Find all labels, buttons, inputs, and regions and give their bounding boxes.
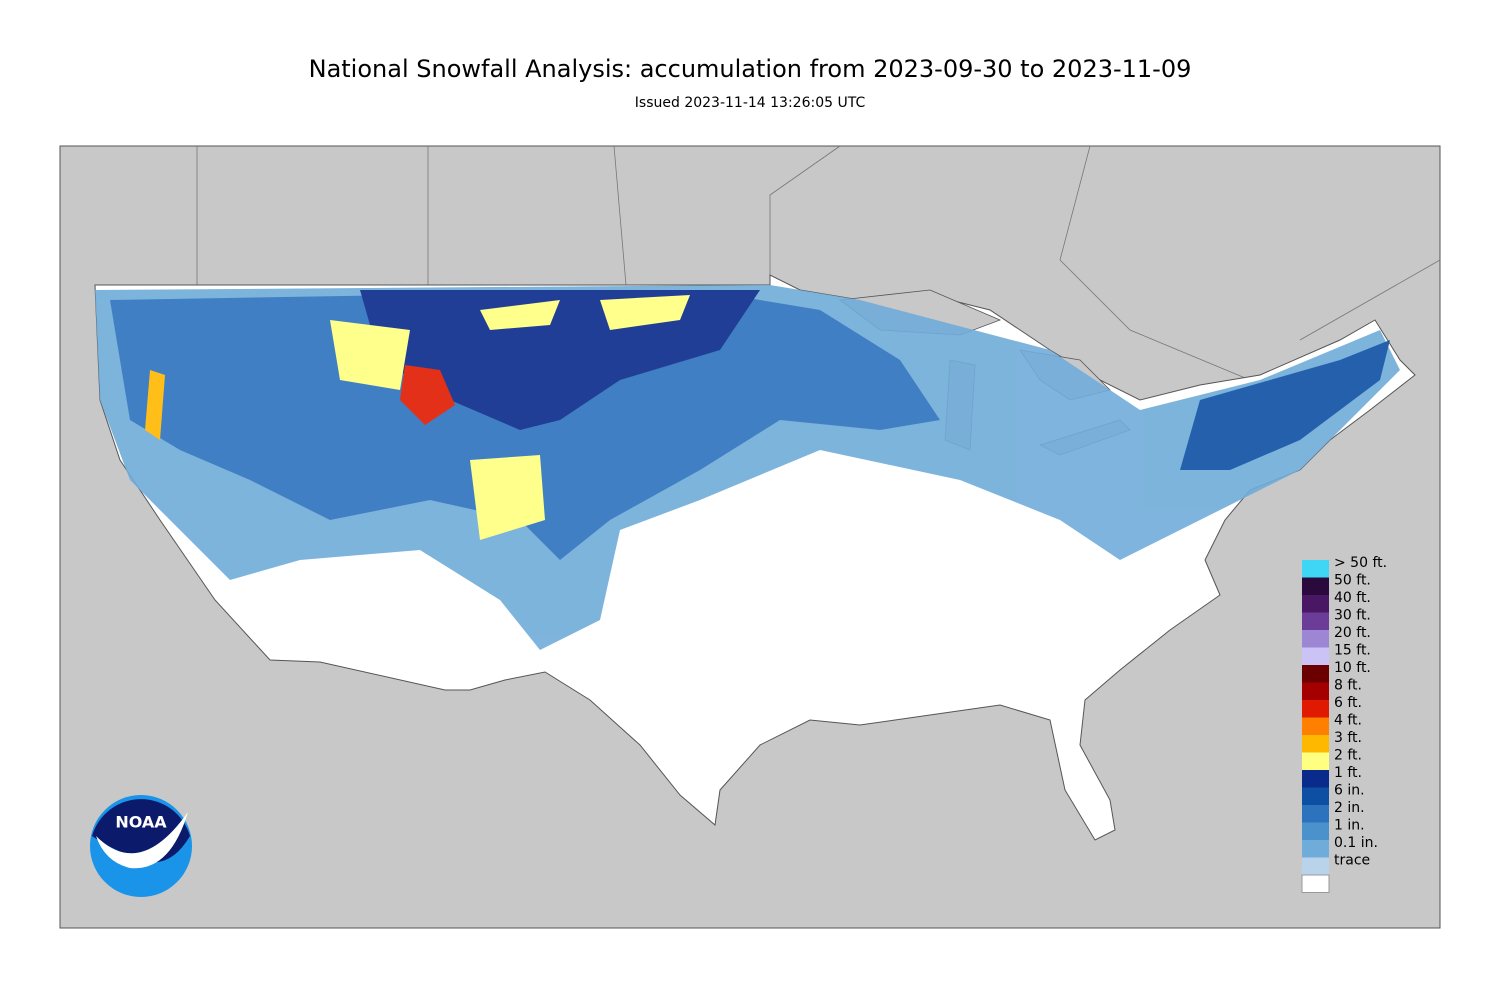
legend-label: 1 in. xyxy=(1334,818,1365,834)
legend-label: 2 in. xyxy=(1334,800,1365,816)
snow-cover xyxy=(95,285,1400,650)
legend-swatch xyxy=(1302,770,1329,788)
legend-swatch xyxy=(1302,735,1329,753)
noaa-logo: NOAA xyxy=(90,795,192,897)
legend-swatch xyxy=(1302,647,1329,665)
legend-swatch xyxy=(1302,595,1329,613)
legend-swatch xyxy=(1302,560,1329,578)
subtitle: Issued 2023-11-14 13:26:05 UTC xyxy=(635,95,866,111)
legend-swatch-trace xyxy=(1301,874,1330,893)
legend-label: trace xyxy=(1334,853,1370,869)
legend-swatch xyxy=(1302,630,1329,648)
logo-text: NOAA xyxy=(115,813,167,832)
legend-label: 3 ft. xyxy=(1334,730,1362,746)
legend-swatch xyxy=(1302,665,1329,683)
legend-label: 8 ft. xyxy=(1334,678,1362,694)
legend-label: 50 ft. xyxy=(1334,573,1371,589)
title: National Snowfall Analysis: accumulation… xyxy=(309,55,1192,83)
legend-label: 4 ft. xyxy=(1334,713,1362,729)
legend-label: 10 ft. xyxy=(1334,660,1371,676)
legend-swatch xyxy=(1302,612,1329,630)
legend-label: 15 ft. xyxy=(1334,643,1371,659)
legend-swatch xyxy=(1302,682,1329,700)
legend-label: 0.1 in. xyxy=(1334,835,1378,851)
legend-swatch xyxy=(1302,787,1329,805)
legend-label: 6 ft. xyxy=(1334,695,1362,711)
legend-swatch xyxy=(1302,700,1329,718)
legend-label: 6 in. xyxy=(1334,783,1365,799)
legend-swatch xyxy=(1302,577,1329,595)
legend-label: 30 ft. xyxy=(1334,608,1371,624)
legend-swatch xyxy=(1302,805,1329,823)
legend-label: 40 ft. xyxy=(1334,590,1371,606)
legend-label: 20 ft. xyxy=(1334,625,1371,641)
legend-swatch xyxy=(1302,822,1329,840)
legend-swatch xyxy=(1302,857,1329,875)
borders xyxy=(196,145,1441,381)
legend-swatch xyxy=(1302,717,1329,735)
legend-swatch xyxy=(1302,752,1329,770)
legend: > 50 ft. 50 ft.40 ft. 30 ft.20 ft. 15 ft.10… xyxy=(1301,555,1387,893)
legend-label: 1 ft. xyxy=(1334,765,1362,781)
legend-label: 2 ft. xyxy=(1334,748,1362,764)
legend-label: > 50 ft. xyxy=(1334,555,1387,571)
legend-swatch xyxy=(1302,840,1329,858)
